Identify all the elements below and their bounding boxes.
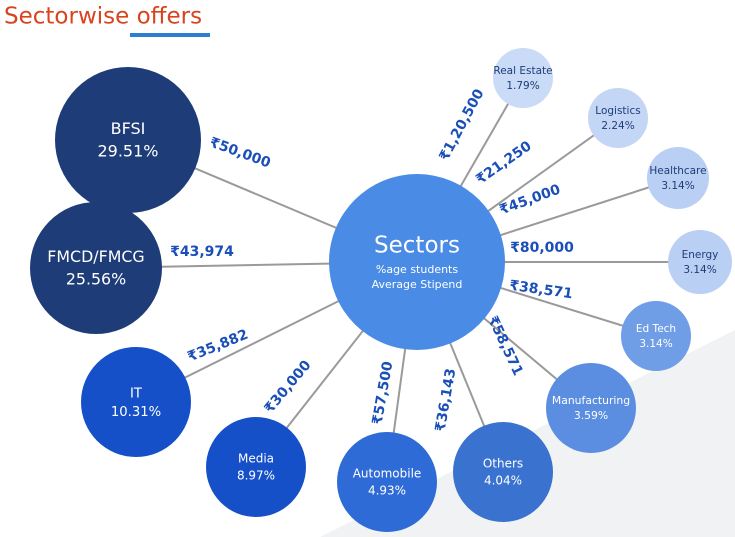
- sector-circle: [337, 432, 437, 532]
- sector-circle: [206, 417, 306, 517]
- center-circle: [329, 174, 505, 350]
- sector-share: 4.93%: [368, 484, 406, 498]
- sector-share: 8.97%: [237, 469, 275, 483]
- sector-share: 25.56%: [66, 269, 126, 288]
- sector-label: IT: [130, 386, 143, 401]
- sector-share: 3.14%: [639, 338, 672, 350]
- stipend-label: ₹80,000: [510, 240, 574, 256]
- sector-circle: [493, 48, 553, 108]
- sector-label: Logistics: [595, 105, 640, 117]
- sector-share: 1.79%: [506, 80, 539, 92]
- sector-circle: [668, 230, 732, 294]
- sector-circle: [81, 347, 191, 457]
- stipend-label: ₹36,143: [433, 367, 460, 433]
- stipend-label: ₹35,882: [185, 327, 250, 366]
- sector-circle: [453, 422, 553, 522]
- sector-circle: [546, 363, 636, 453]
- stipend-label: ₹43,974: [170, 244, 234, 260]
- center-line: %age students: [376, 263, 458, 276]
- stipend-label: ₹30,000: [261, 357, 314, 416]
- sector-share: 3.59%: [574, 409, 608, 422]
- sector-label: Media: [238, 452, 274, 466]
- title-underline: [130, 33, 210, 37]
- sector-label: Ed Tech: [636, 323, 676, 335]
- stipend-label: ₹38,571: [508, 278, 573, 303]
- nodes: BFSI 29.51% ₹50,000 FMCD/FMCG 25.56% ₹43,974 I…: [30, 48, 732, 532]
- sector-circle: [588, 88, 648, 148]
- sector-label: Automobile: [353, 467, 422, 481]
- sector-circle: [621, 301, 691, 371]
- sector-circle: [647, 147, 709, 209]
- sector-share: 3.14%: [683, 264, 716, 276]
- sector-label: Manufacturing: [552, 394, 630, 407]
- sector-circle: [55, 67, 201, 213]
- page-title: Sectorwise offers: [4, 4, 202, 30]
- sector-label: Energy: [682, 249, 719, 261]
- sector-label: Others: [483, 457, 523, 471]
- sector-label: BFSI: [111, 119, 146, 138]
- sector-share: 2.24%: [601, 120, 634, 132]
- center-label: Sectors: [374, 233, 460, 259]
- center-line: Average Stipend: [372, 278, 463, 291]
- stipend-label: ₹50,000: [207, 135, 273, 172]
- sector-share: 3.14%: [661, 180, 694, 192]
- sector-label: Healthcare: [649, 165, 706, 177]
- sector-label: Real Estate: [493, 65, 552, 77]
- stipend-label: ₹58,571: [484, 314, 525, 379]
- stipend-label: ₹57,500: [370, 360, 397, 426]
- sector-share: 10.31%: [111, 405, 161, 420]
- sector-share: 29.51%: [97, 142, 158, 161]
- sector-circle: [30, 202, 162, 334]
- stipend-label: ₹21,250: [473, 138, 535, 188]
- stipend-label: ₹45,000: [497, 181, 563, 218]
- sector-share: 4.04%: [484, 474, 522, 488]
- sector-label: FMCD/FMCG: [47, 247, 144, 266]
